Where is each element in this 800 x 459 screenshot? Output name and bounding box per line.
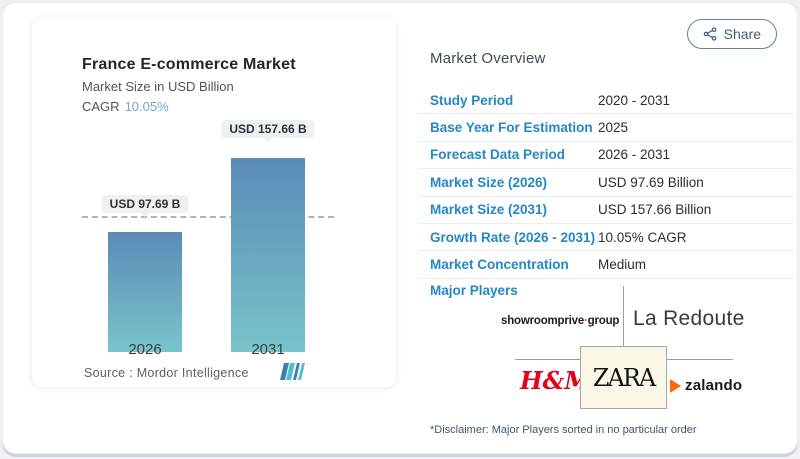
table-row: Base Year For Estimation 2025 <box>418 114 793 142</box>
share-button-label: Share <box>723 26 761 42</box>
row-label: Base Year For Estimation <box>430 120 593 136</box>
table-row: Study Period 2020 - 2031 <box>418 87 793 115</box>
row-value: 10.05% CAGR <box>598 229 687 245</box>
row-label: Market Size (2026) <box>430 174 548 190</box>
zalando-arrow-icon <box>670 378 681 393</box>
hm-logo: H&M <box>520 366 591 395</box>
row-value: Medium <box>598 257 647 273</box>
srp-name: showroomprive <box>501 315 585 327</box>
cagr-label: CAGR <box>82 99 120 114</box>
x-axis-label-2031: 2031 <box>251 341 285 358</box>
showroomprive-group-logo: showroomprive·group <box>501 315 619 327</box>
cagr-value: 10.05% <box>124 99 169 114</box>
mordor-intelligence-logo-icon <box>280 363 305 385</box>
zara-logo-text: ZARA <box>592 363 656 392</box>
chart-panel: France E-commerce Market Market Size in … <box>31 17 397 388</box>
chart-source: Source : Mordor Intelligence <box>84 366 249 380</box>
srp-group: group <box>587 315 620 327</box>
chart-subtitle: Market Size in USD Billion <box>82 79 234 94</box>
market-overview-card: France E-commerce Market Market Size in … <box>2 2 798 454</box>
row-label: Study Period <box>430 92 514 108</box>
table-row: Growth Rate (2026 - 2031) 10.05% CAGR <box>418 224 793 252</box>
chart-title: France E-commerce Market <box>82 56 296 73</box>
row-label: Market Size (2031) <box>430 202 548 218</box>
row-label: Market Concentration <box>430 257 569 273</box>
row-value: 2025 <box>598 120 629 136</box>
zalando-logo: zalando <box>670 377 742 394</box>
disclaimer-text: *Disclaimer: Major Players sorted in no … <box>430 424 697 436</box>
chart-cagr: CAGR 10.05% <box>82 99 169 114</box>
logo-connector-left <box>515 359 580 360</box>
row-value: 2026 - 2031 <box>598 147 671 163</box>
x-axis-label-2026: 2026 <box>128 341 162 358</box>
row-value: USD 97.69 Billion <box>598 174 704 190</box>
srp-dot: · <box>584 315 588 327</box>
la-redoute-logo: La Redoute <box>633 307 745 330</box>
bar-2026 <box>108 232 182 352</box>
panel-heading: Market Overview <box>430 50 546 67</box>
zalando-logo-text: zalando <box>685 377 743 394</box>
row-value: 2020 - 2031 <box>598 92 671 108</box>
bar-value-badge-2031: USD 157.66 B <box>221 120 315 142</box>
zara-logo: ZARA <box>580 346 667 409</box>
table-row: Forecast Data Period 2026 - 2031 <box>418 142 793 170</box>
row-label: Growth Rate (2026 - 2031) <box>430 229 596 245</box>
table-row: Market Concentration Medium <box>418 251 793 279</box>
share-icon <box>703 27 717 41</box>
logo-connector-vertical <box>623 286 624 347</box>
overview-table: Study Period 2020 - 2031 Base Year For E… <box>418 87 793 279</box>
table-row: Market Size (2031) USD 157.66 Billion <box>418 197 793 224</box>
logo-connector-right <box>667 359 733 360</box>
row-value: USD 157.66 Billion <box>598 202 712 218</box>
row-label: Forecast Data Period <box>430 147 566 163</box>
bar-value-badge-2026: USD 97.69 B <box>101 195 189 217</box>
major-players-label: Major Players <box>430 283 518 298</box>
share-button[interactable]: Share <box>686 19 777 49</box>
reference-dashed-line <box>82 216 334 218</box>
table-row: Market Size (2026) USD 97.69 Billion <box>418 169 793 197</box>
bar-2031 <box>231 158 305 352</box>
